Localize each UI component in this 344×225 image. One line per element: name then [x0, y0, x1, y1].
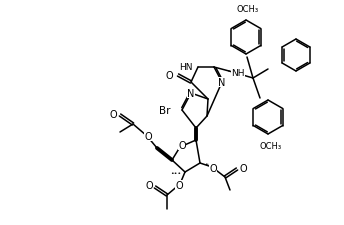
- Text: O: O: [239, 163, 247, 173]
- Text: O: O: [144, 131, 152, 141]
- Text: O: O: [178, 140, 186, 150]
- Text: NH: NH: [231, 69, 245, 78]
- Text: •••: •••: [170, 171, 181, 176]
- Text: O: O: [165, 71, 173, 81]
- Text: N: N: [218, 78, 226, 88]
- Text: OCH₃: OCH₃: [260, 141, 282, 150]
- Text: HN: HN: [180, 63, 193, 72]
- Text: O: O: [175, 180, 183, 190]
- Text: •••: •••: [204, 162, 215, 167]
- Text: O: O: [146, 180, 153, 190]
- Text: N: N: [187, 89, 195, 99]
- Text: O: O: [209, 163, 217, 173]
- Text: O: O: [109, 110, 117, 119]
- Text: OCH₃: OCH₃: [237, 5, 259, 14]
- Text: Br: Br: [159, 106, 170, 115]
